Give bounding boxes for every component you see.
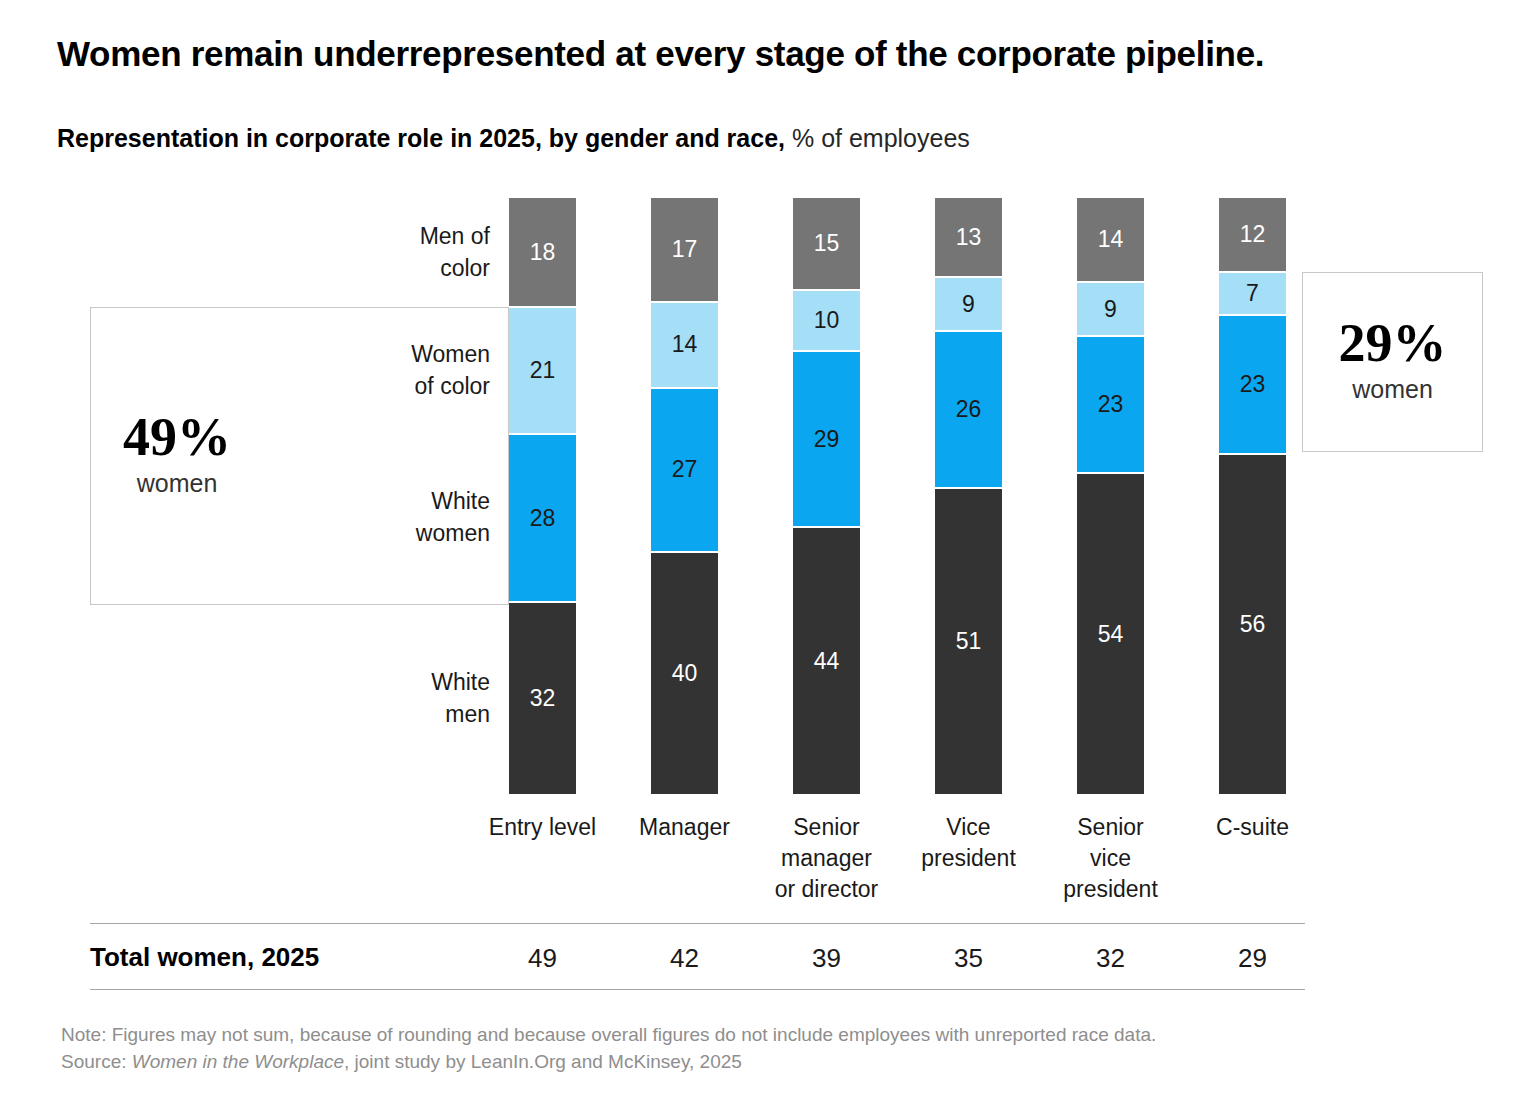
- segment-women-of-color-senior-vice-president: 9: [1077, 281, 1144, 335]
- callout-left-value: 49%: [91, 409, 263, 465]
- source-study-name: Women in the Workplace: [132, 1051, 344, 1072]
- bar-senior-manager-or-director: 15 10 29 44: [793, 198, 860, 794]
- category-label-senior-vice-president: Seniorvicepresident: [1063, 812, 1158, 905]
- chart-subtitle: Representation in corporate role in 2025…: [57, 122, 1457, 154]
- segment-women-of-color-manager: 14: [651, 301, 718, 386]
- callout-box-29-percent-women: 29% women: [1302, 272, 1483, 452]
- segment-value: 21: [530, 357, 556, 384]
- segment-value: 23: [1098, 391, 1124, 418]
- total-women-value-manager: 42: [670, 943, 699, 974]
- segment-women-of-color-c-suite: 7: [1219, 271, 1286, 314]
- series-label-women-of-color: Womenof color: [411, 338, 490, 402]
- callout-left-label: women: [91, 469, 263, 498]
- total-women-value-vice-president: 35: [954, 943, 983, 974]
- segment-white-women-senior-vice-president: 23: [1077, 335, 1144, 472]
- category-label-vice-president: Vicepresident: [921, 812, 1016, 874]
- source-prefix: Source:: [61, 1051, 132, 1072]
- total-women-value-senior-manager-or-director: 39: [812, 943, 841, 974]
- bar-senior-vice-president: 14 9 23 54: [1077, 198, 1144, 794]
- segment-value: 13: [956, 224, 982, 251]
- segment-value: 14: [1098, 226, 1124, 253]
- segment-value: 18: [530, 239, 556, 266]
- segment-white-women-entry-level: 28: [509, 433, 576, 602]
- segment-value: 15: [814, 230, 840, 257]
- segment-white-men-senior-manager-or-director: 44: [793, 526, 860, 794]
- segment-value: 29: [814, 426, 840, 453]
- segment-value: 51: [956, 628, 982, 655]
- totals-row-bottom-rule: [90, 989, 1305, 990]
- callout-right-content: 29% women: [1303, 315, 1482, 404]
- callout-right-value: 29%: [1303, 315, 1482, 371]
- total-women-value-c-suite: 29: [1238, 943, 1267, 974]
- totals-row-top-rule: [90, 923, 1305, 924]
- footnote-source: Source: Women in the Workplace, joint st…: [61, 1049, 742, 1075]
- series-label-white-women: Whitewomen: [416, 485, 490, 549]
- series-label-men-of-color: Men ofcolor: [420, 220, 490, 284]
- segment-women-of-color-vice-president: 9: [935, 276, 1002, 330]
- segment-white-women-manager: 27: [651, 387, 718, 551]
- category-label-entry-level: Entry level: [489, 812, 596, 843]
- segment-value: 14: [672, 331, 698, 358]
- segment-value: 17: [672, 236, 698, 263]
- category-label-senior-manager-or-director: Seniormanageror director: [775, 812, 879, 905]
- segment-value: 10: [814, 307, 840, 334]
- segment-value: 56: [1240, 611, 1266, 638]
- segment-value: 12: [1240, 221, 1266, 248]
- segment-men-of-color-senior-vice-president: 14: [1077, 198, 1144, 281]
- segment-white-men-vice-president: 51: [935, 487, 1002, 794]
- source-suffix: , joint study by LeanIn.Org and McKinsey…: [344, 1051, 742, 1072]
- segment-white-women-c-suite: 23: [1219, 314, 1286, 454]
- segment-value: 32: [530, 685, 556, 712]
- segment-white-men-senior-vice-president: 54: [1077, 472, 1144, 794]
- segment-white-men-manager: 40: [651, 551, 718, 794]
- segment-value: 23: [1240, 371, 1266, 398]
- segment-men-of-color-senior-manager-or-director: 15: [793, 198, 860, 289]
- totals-row-label: Total women, 2025: [90, 942, 319, 973]
- segment-men-of-color-c-suite: 12: [1219, 198, 1286, 271]
- segment-white-women-senior-manager-or-director: 29: [793, 350, 860, 526]
- segment-value: 28: [530, 505, 556, 532]
- subtitle-bold-part: Representation in corporate role in 2025…: [57, 124, 785, 152]
- segment-value: 44: [814, 648, 840, 675]
- chart-title: Women remain underrepresented at every s…: [57, 33, 1527, 75]
- segment-value: 9: [1104, 296, 1117, 323]
- segment-value: 27: [672, 456, 698, 483]
- segment-value: 9: [962, 291, 975, 318]
- bar-vice-president: 13 9 26 51: [935, 198, 1002, 794]
- callout-right-label: women: [1303, 375, 1482, 404]
- total-women-value-entry-level: 49: [528, 943, 557, 974]
- segment-value: 7: [1246, 280, 1259, 307]
- category-label-manager: Manager: [639, 812, 730, 843]
- segment-value: 40: [672, 660, 698, 687]
- corporate-pipeline-chart-page: Women remain underrepresented at every s…: [0, 0, 1534, 1111]
- total-women-value-senior-vice-president: 32: [1096, 943, 1125, 974]
- segment-value: 54: [1098, 621, 1124, 648]
- bar-manager: 17 14 27 40: [651, 198, 718, 794]
- bar-c-suite: 12 7 23 56: [1219, 198, 1286, 794]
- category-label-c-suite: C-suite: [1216, 812, 1289, 843]
- segment-men-of-color-manager: 17: [651, 198, 718, 301]
- footnote-note: Note: Figures may not sum, because of ro…: [61, 1022, 1156, 1048]
- segment-men-of-color-vice-president: 13: [935, 198, 1002, 276]
- subtitle-regular-part: % of employees: [785, 124, 970, 152]
- bar-entry-level: 18 21 28 32: [509, 198, 576, 794]
- segment-value: 26: [956, 396, 982, 423]
- segment-white-men-entry-level: 32: [509, 601, 576, 794]
- segment-white-women-vice-president: 26: [935, 330, 1002, 487]
- segment-women-of-color-entry-level: 21: [509, 306, 576, 432]
- callout-left-content: 49% women: [91, 409, 263, 498]
- segment-men-of-color-entry-level: 18: [509, 198, 576, 306]
- segment-white-men-c-suite: 56: [1219, 453, 1286, 794]
- series-label-white-men: Whitemen: [431, 666, 490, 730]
- segment-women-of-color-senior-manager-or-director: 10: [793, 289, 860, 350]
